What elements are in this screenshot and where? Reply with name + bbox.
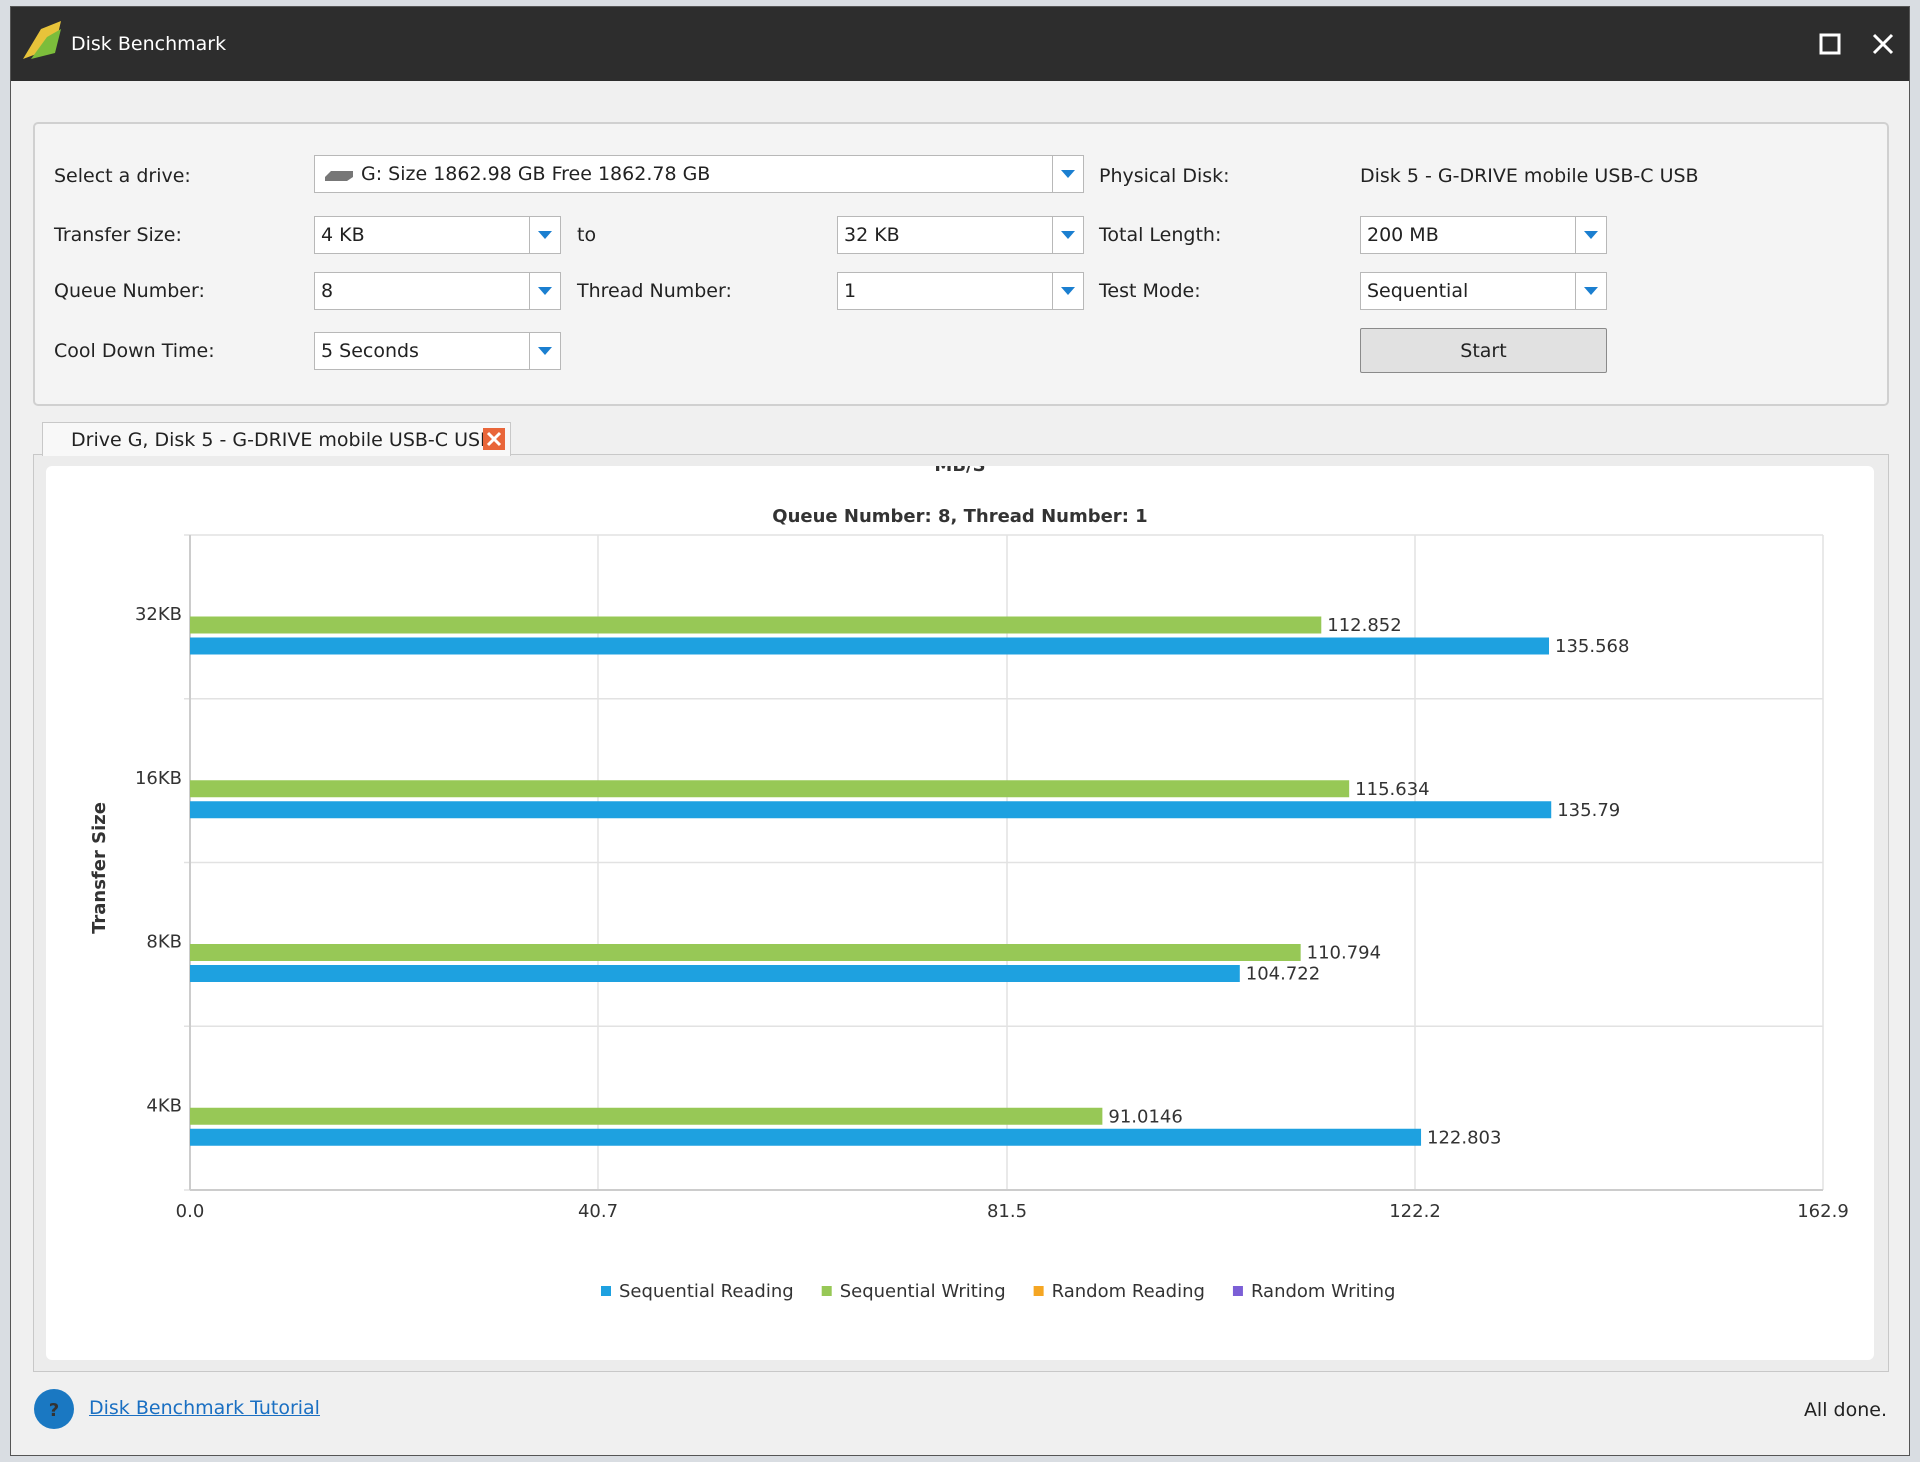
start-button[interactable]: Start <box>1360 328 1607 373</box>
value: 1 <box>844 280 857 302</box>
legend-label: Random Writing <box>1251 1281 1396 1302</box>
combo[interactable]: 5 Seconds <box>314 332 561 370</box>
dropdown-arrow[interactable] <box>1052 217 1083 253</box>
legend-label: Random Reading <box>1052 1281 1205 1302</box>
title-icons <box>23 21 1894 59</box>
svg-text:?: ? <box>49 1400 59 1421</box>
maximize-button[interactable] <box>1819 33 1841 55</box>
tab-label: Drive G, Disk 5 - G-DRIVE mobile USB-C U… <box>71 429 494 451</box>
value: G: Size 1862.98 GB Free 1862.78 GB <box>361 163 711 185</box>
bar <box>190 637 1550 655</box>
chart: Queue Number: 8, Thread Number: 1 MB/S T… <box>46 466 1874 1360</box>
label: Test Mode: <box>1099 280 1201 302</box>
app-icon-leaf <box>31 29 61 59</box>
value: 32 KB <box>844 224 900 246</box>
value: 4 KB <box>321 224 365 246</box>
y-tick-label: 16KB <box>135 768 182 789</box>
value-label: 135.568 <box>1555 636 1629 657</box>
legend-swatch <box>821 1286 832 1296</box>
dropdown-arrow[interactable] <box>1575 217 1606 253</box>
value-label: 135.79 <box>1557 800 1620 821</box>
app-icon <box>23 21 61 59</box>
label: Transfer Size: <box>54 224 182 246</box>
y-tick-label: 32KB <box>135 604 182 625</box>
x-tick-label: 0.0 <box>176 1201 205 1222</box>
value-label: 110.794 <box>1307 943 1381 964</box>
label: Thread Number: <box>577 280 732 302</box>
value: 5 Seconds <box>321 340 419 362</box>
close-button[interactable] <box>1872 33 1894 55</box>
combo[interactable]: 1 <box>837 272 1084 310</box>
x-tick-label: 122.2 <box>1389 1201 1441 1222</box>
label: Physical Disk: <box>1099 165 1230 187</box>
value: Disk 5 - G-DRIVE mobile USB-C USB <box>1360 165 1699 187</box>
combo[interactable]: 4 KB <box>314 216 561 254</box>
bar <box>190 780 1350 798</box>
label: Total Length: <box>1099 224 1222 246</box>
legend-label: Sequential Reading <box>619 1281 794 1302</box>
value-label: 91.0146 <box>1108 1106 1182 1127</box>
label: to <box>577 224 597 246</box>
combo[interactable]: 200 MB <box>1360 216 1607 254</box>
chart-title: Queue Number: 8, Thread Number: 1 <box>772 506 1147 527</box>
value: Sequential <box>1367 280 1469 302</box>
value-label: 115.634 <box>1355 779 1429 800</box>
bar <box>190 944 1301 961</box>
value-label: 122.803 <box>1427 1127 1501 1148</box>
x-tick-label: 162.9 <box>1797 1201 1849 1222</box>
help-icon[interactable]: ? <box>33 1388 75 1430</box>
value: 8 <box>321 280 334 302</box>
legend-swatch <box>1033 1286 1044 1296</box>
combo[interactable]: Sequential <box>1360 272 1607 310</box>
label: Queue Number: <box>54 280 205 302</box>
bar <box>190 801 1552 819</box>
dropdown-arrow[interactable] <box>529 273 560 309</box>
x-axis-label: MB/S <box>934 466 985 476</box>
y-tick-label: 8KB <box>146 932 182 953</box>
dropdown-arrow[interactable] <box>1052 156 1083 192</box>
tab[interactable]: Drive G, Disk 5 - G-DRIVE mobile USB-C U… <box>42 422 511 456</box>
dropdown-arrow[interactable] <box>1575 273 1606 309</box>
drive-select[interactable]: G: Size 1862.98 GB Free 1862.78 GB <box>314 155 1084 193</box>
legend-label: Sequential Writing <box>840 1281 1006 1302</box>
window: Disk Benchmark Select a drive: G: Size 1… <box>10 6 1910 1456</box>
status: All done. <box>1803 1399 1887 1421</box>
label: Select a drive: <box>54 165 191 187</box>
title-bar: Disk Benchmark <box>11 7 1909 81</box>
y-axis-label: Transfer Size <box>89 802 110 934</box>
tab-close[interactable] <box>483 428 505 450</box>
bar <box>190 965 1240 982</box>
legend-swatch <box>1232 1286 1243 1296</box>
label: Cool Down Time: <box>54 340 215 362</box>
dropdown-arrow[interactable] <box>1052 273 1083 309</box>
combo[interactable]: 32 KB <box>837 216 1084 254</box>
x-tick-label: 81.5 <box>987 1201 1027 1222</box>
bar <box>190 1128 1422 1146</box>
dropdown-arrow[interactable] <box>529 217 560 253</box>
window-title: Disk Benchmark <box>71 33 227 55</box>
combo[interactable]: 8 <box>314 272 561 310</box>
dropdown-arrow[interactable] <box>529 333 560 369</box>
value-label: 112.852 <box>1327 615 1401 636</box>
button-label: Start <box>1460 340 1507 362</box>
y-tick-label: 4KB <box>146 1095 182 1116</box>
legend-swatch <box>601 1286 611 1296</box>
tutorial-link[interactable]: Disk Benchmark Tutorial <box>89 1397 320 1419</box>
drive-icon <box>325 171 353 181</box>
x-tick-label: 40.7 <box>578 1201 618 1222</box>
bar <box>190 616 1322 634</box>
bar <box>190 1107 1103 1125</box>
value: 200 MB <box>1367 224 1439 246</box>
value-label: 104.722 <box>1246 964 1320 985</box>
